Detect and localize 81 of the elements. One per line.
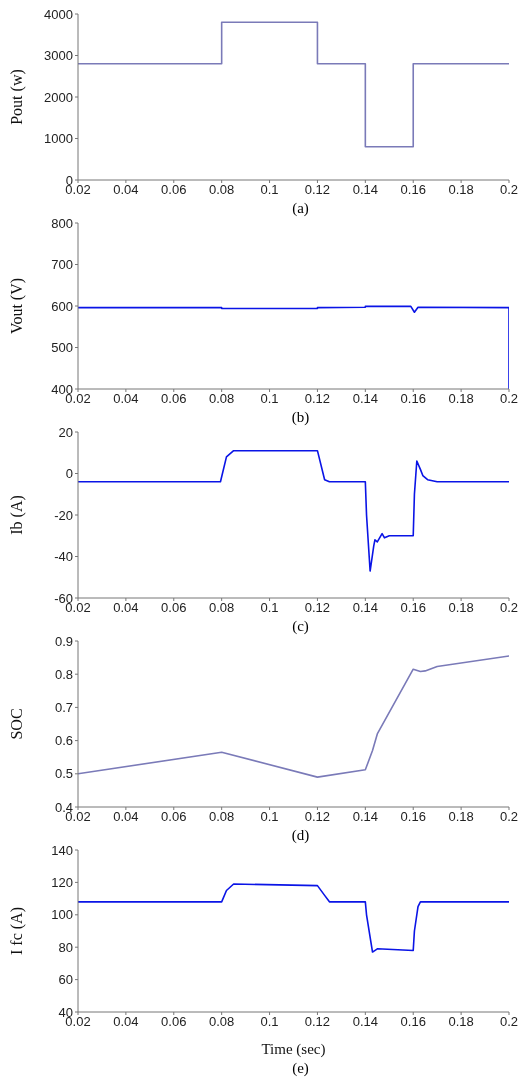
x-tick-label: 0.06 bbox=[161, 809, 187, 825]
y-tick-label: 2000 bbox=[44, 89, 73, 105]
x-tick-label: 0.2 bbox=[499, 809, 519, 825]
x-tick-label: 0.14 bbox=[352, 600, 378, 616]
y-tick-label: 0.6 bbox=[54, 733, 73, 749]
y-tick-label: 4000 bbox=[44, 6, 73, 22]
y-tick-label: 500 bbox=[51, 340, 73, 356]
x-tick-label: 0.1 bbox=[260, 600, 279, 616]
y-tick-label: 0.9 bbox=[54, 633, 73, 649]
x-tick-label: 0.12 bbox=[304, 182, 331, 198]
x-tick-label: 0.08 bbox=[209, 1014, 235, 1030]
x-tick-label: 0.2 bbox=[499, 391, 519, 407]
y-tick-label: -20 bbox=[54, 507, 73, 523]
y-axis-title: Pout (w) bbox=[7, 69, 26, 125]
x-tick-label: 0.08 bbox=[209, 391, 235, 407]
x-tick-label: 0.2 bbox=[499, 1014, 519, 1030]
y-tick-label: 700 bbox=[51, 257, 73, 273]
x-tick-label: 0.04 bbox=[113, 391, 139, 407]
x-tick-label: 0.16 bbox=[400, 182, 426, 198]
x-tick-label: 0.14 bbox=[352, 809, 378, 825]
x-tick-label: 0.18 bbox=[448, 182, 474, 198]
x-tick-label: 0.14 bbox=[352, 391, 378, 407]
x-tick-label: 0.1 bbox=[260, 1014, 279, 1030]
x-tick-label: 0.18 bbox=[448, 809, 474, 825]
x-tick-label: 0.12 bbox=[304, 809, 331, 825]
y-tick-label: 600 bbox=[51, 298, 73, 314]
x-tick-label: 0.2 bbox=[499, 182, 519, 198]
y-axis-title: Ib (A) bbox=[7, 495, 26, 535]
y-tick-label: 80 bbox=[58, 939, 73, 955]
line-series bbox=[78, 655, 509, 778]
x-tick-label: 0.04 bbox=[113, 182, 139, 198]
x-tick-label: 0.1 bbox=[260, 182, 279, 198]
x-tick-label: 0.16 bbox=[400, 1014, 426, 1030]
text: (c) bbox=[291, 618, 310, 635]
x-tick-label: 0.06 bbox=[161, 1014, 187, 1030]
x-tick-label: 0.16 bbox=[400, 600, 426, 616]
x-tick-label: 0.16 bbox=[400, 391, 426, 407]
x-tick-label: 0.12 bbox=[304, 600, 331, 616]
x-tick-label: 0.06 bbox=[161, 391, 187, 407]
x-axis-title: Time (sec) bbox=[261, 1041, 326, 1058]
text: (d) bbox=[290, 827, 311, 844]
x-tick-label: 0.06 bbox=[161, 182, 187, 198]
x-tick-label: 0.16 bbox=[400, 809, 426, 825]
y-tick-label: 100 bbox=[51, 907, 73, 923]
y-tick-label: 60 bbox=[58, 972, 73, 988]
x-tick-label: 0.04 bbox=[113, 600, 139, 616]
x-tick-label: 0.04 bbox=[113, 1014, 139, 1030]
line-series bbox=[78, 449, 509, 572]
x-tick-label: 0.14 bbox=[352, 182, 378, 198]
x-tick-label: 0.08 bbox=[209, 182, 235, 198]
x-tick-label: 0.08 bbox=[209, 809, 235, 825]
y-tick-label: 140 bbox=[51, 842, 73, 858]
y-tick-label: 800 bbox=[51, 215, 73, 231]
text: (e) bbox=[291, 1060, 310, 1077]
x-tick-label: 0.18 bbox=[448, 600, 474, 616]
y-tick-label: 0.8 bbox=[54, 666, 73, 682]
line-series bbox=[78, 883, 509, 953]
x-tick-label: 0.12 bbox=[304, 391, 331, 407]
y-tick-label: 0.5 bbox=[54, 766, 73, 782]
y-tick-label: 3000 bbox=[44, 48, 73, 64]
x-tick-label: 0.12 bbox=[304, 1014, 331, 1030]
x-tick-label: 0.04 bbox=[113, 809, 139, 825]
y-tick-label: 0 bbox=[65, 466, 73, 482]
x-tick-label: 0.2 bbox=[499, 600, 519, 616]
text: (a) bbox=[291, 200, 310, 217]
x-tick-label: 0.14 bbox=[352, 1014, 378, 1030]
y-axis-title: Vout (V) bbox=[7, 277, 26, 335]
x-tick-label: 0.08 bbox=[209, 600, 235, 616]
y-tick-label: 20 bbox=[58, 424, 73, 440]
y-axis-title: SOC bbox=[7, 708, 25, 740]
x-tick-label: 0.06 bbox=[161, 600, 187, 616]
x-tick-label: 0.1 bbox=[260, 809, 279, 825]
y-tick-label: 1000 bbox=[44, 131, 73, 147]
x-tick-label: 0.1 bbox=[260, 391, 279, 407]
x-tick-label: 0.18 bbox=[448, 391, 474, 407]
y-axis-title: I fc (A) bbox=[7, 907, 26, 955]
x-tick-label: 0.18 bbox=[448, 1014, 474, 1030]
y-tick-label: 120 bbox=[51, 875, 73, 891]
y-tick-label: 0.7 bbox=[54, 700, 73, 716]
y-tick-label: -40 bbox=[54, 549, 73, 565]
text: (b) bbox=[290, 409, 311, 426]
